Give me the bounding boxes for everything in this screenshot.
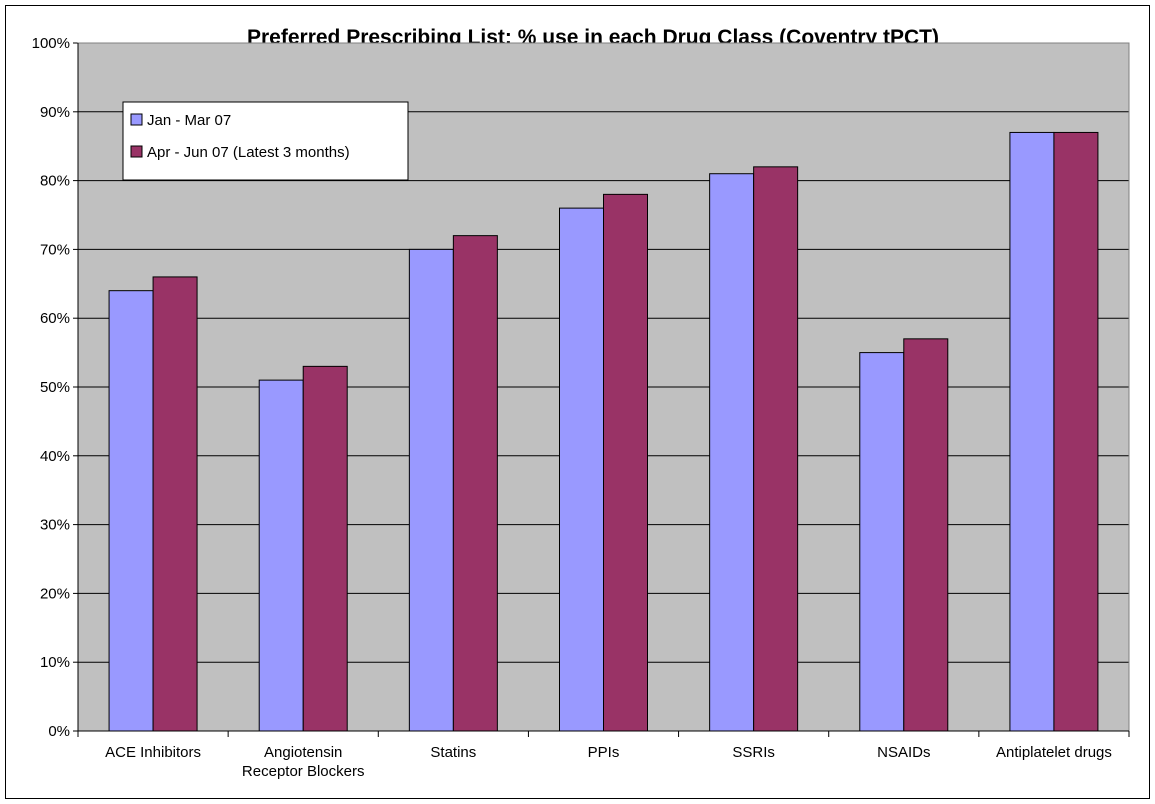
y-tick-label: 70% bbox=[40, 241, 70, 258]
y-tick-label: 100% bbox=[32, 35, 70, 52]
bar bbox=[859, 352, 905, 732]
y-tick-label: 60% bbox=[40, 310, 70, 327]
bar bbox=[709, 173, 755, 732]
bar bbox=[903, 338, 949, 732]
x-tick-label: SSRIs bbox=[732, 744, 775, 761]
legend-label: Jan - Mar 07 bbox=[147, 112, 231, 129]
bar-chart: Preferred Prescribing List: % use in eac… bbox=[32, 26, 1130, 780]
y-tick-label: 0% bbox=[48, 723, 70, 740]
bar bbox=[603, 193, 648, 732]
chart-area: Preferred Prescribing List: % use in eac… bbox=[5, 5, 1150, 799]
x-tick-label: Statins bbox=[430, 744, 476, 761]
legend-box bbox=[122, 101, 409, 181]
legend-swatch bbox=[130, 145, 143, 158]
bar bbox=[302, 365, 348, 732]
axes: 0% 10% 20% 30% 40% 50% 60% 70% 80% 90% 100% ACE Inh… bbox=[32, 35, 1130, 780]
legend-label: Apr - Jun 07 (Latest 3 months) bbox=[147, 144, 350, 161]
y-tick-label: 40% bbox=[40, 448, 70, 465]
bar bbox=[1009, 131, 1055, 732]
x-tick-label: Antiplatelet drugs bbox=[996, 744, 1112, 761]
x-tick-label: PPIs bbox=[588, 744, 620, 761]
x-tick-label: Angiotensin bbox=[264, 744, 342, 761]
y-tick-label: 20% bbox=[40, 585, 70, 602]
y-tick-label: 50% bbox=[40, 379, 70, 396]
bar bbox=[258, 379, 304, 732]
legend: Jan - Mar 07 Apr - Jun 07 (Latest 3 month… bbox=[122, 101, 409, 181]
x-tick-label: ACE Inhibitors bbox=[105, 744, 201, 761]
y-tick-label: 30% bbox=[40, 517, 70, 534]
y-tick-label: 90% bbox=[40, 104, 70, 121]
y-tick-label: 80% bbox=[40, 173, 70, 190]
bars bbox=[108, 131, 1099, 732]
bar bbox=[408, 248, 454, 732]
bar bbox=[559, 207, 604, 732]
legend-swatch bbox=[130, 113, 143, 126]
x-tick-label: Receptor Blockers bbox=[242, 763, 365, 780]
bar bbox=[452, 235, 498, 732]
bar bbox=[753, 166, 799, 732]
x-tick-label: NSAIDs bbox=[877, 744, 930, 761]
bar bbox=[152, 276, 198, 732]
bar bbox=[1053, 131, 1099, 732]
y-tick-label: 10% bbox=[40, 654, 70, 671]
bar bbox=[108, 290, 154, 732]
